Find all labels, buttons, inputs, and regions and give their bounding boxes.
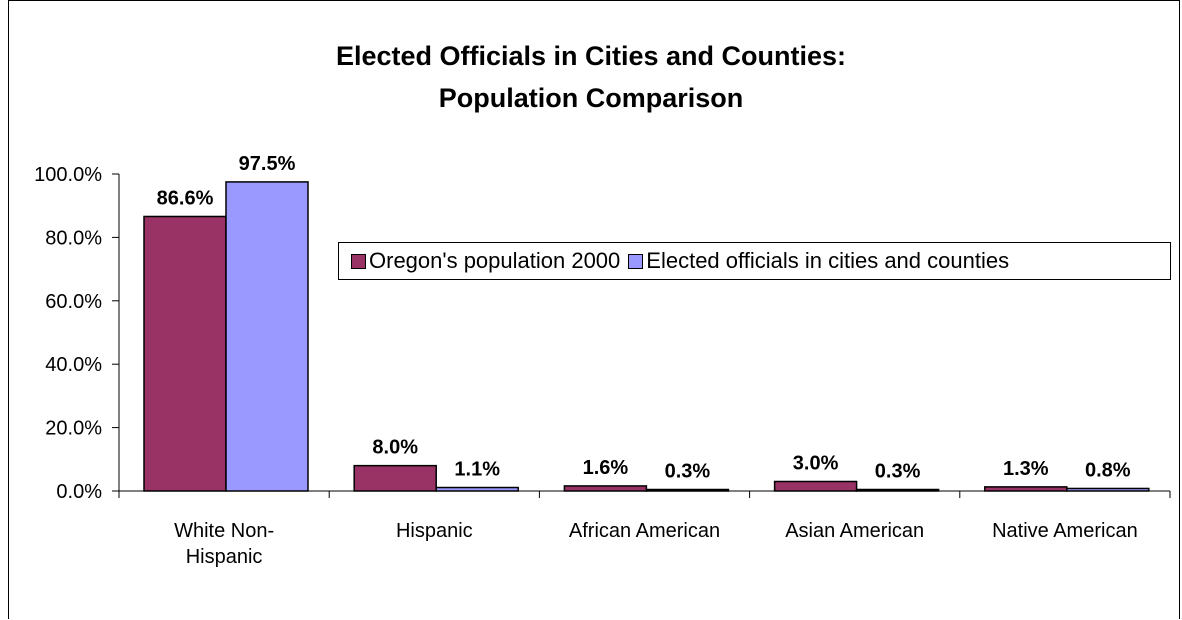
data-label: 1.1% (454, 459, 500, 481)
x-category-label-line: Native American (992, 520, 1138, 542)
bar-elected-officials (1066, 487, 1150, 492)
bar-oregon-population (563, 485, 648, 492)
y-tick-label: 0.0% (56, 481, 102, 503)
legend-swatch-oregon-population (351, 253, 366, 269)
legend-swatch-elected-officials (628, 253, 644, 269)
x-category-label: African American (545, 518, 745, 544)
data-label: 0.3% (875, 461, 921, 483)
x-category-label: Hispanic (334, 518, 534, 544)
legend-item-elected-officials: Elected officials in cities and counties (628, 248, 1009, 274)
y-tick-label: 80.0% (45, 227, 102, 249)
bar-elected-officials (435, 486, 519, 492)
legend-label-oregon-population: Oregon's population 2000 (369, 248, 621, 273)
x-category-label-line: Hispanic (185, 546, 263, 568)
x-category-label-line: African American (568, 520, 721, 542)
bar-oregon-population (143, 215, 227, 492)
legend-label-elected-officials: Elected officials in cities and counties (646, 248, 1010, 273)
data-label: 97.5% (239, 153, 296, 175)
x-category-label-line: Asian American (785, 520, 925, 542)
x-category-label: White Non- Hispanic (124, 518, 324, 570)
data-label: 0.8% (1085, 459, 1131, 481)
x-category-label-line: White Non- (174, 520, 275, 542)
chart-frame (8, 0, 1180, 619)
y-tick-label: 100.0% (34, 164, 102, 186)
bar-oregon-population (984, 486, 1068, 492)
y-tick-label: 20.0% (45, 418, 102, 440)
x-category-label: Native American (965, 518, 1165, 544)
x-category-label-line: Hispanic (395, 520, 473, 542)
data-label: 3.0% (793, 452, 839, 474)
data-label: 0.3% (665, 461, 711, 483)
data-label: 8.0% (372, 437, 418, 459)
bar-elected-officials (225, 181, 309, 492)
bar-elected-officials (645, 488, 730, 492)
y-tick-label: 60.0% (45, 291, 102, 313)
data-label: 1.6% (583, 457, 629, 479)
chart-title: Elected Officials in Cities and Counties… (335, 41, 847, 71)
chart-legend: Oregon's population 2000 Elected officia… (338, 242, 1171, 280)
bar-oregon-population (773, 480, 858, 492)
legend-item-oregon-population: Oregon's population 2000 (351, 248, 620, 274)
data-label: 86.6% (157, 187, 214, 209)
x-category-label: Asian American (755, 518, 955, 544)
data-label: 1.3% (1003, 458, 1049, 480)
bar-elected-officials (855, 488, 940, 492)
y-tick-label: 40.0% (45, 354, 102, 376)
chart-subtitle: Population Comparison (438, 83, 744, 113)
bar-oregon-population (353, 464, 437, 492)
